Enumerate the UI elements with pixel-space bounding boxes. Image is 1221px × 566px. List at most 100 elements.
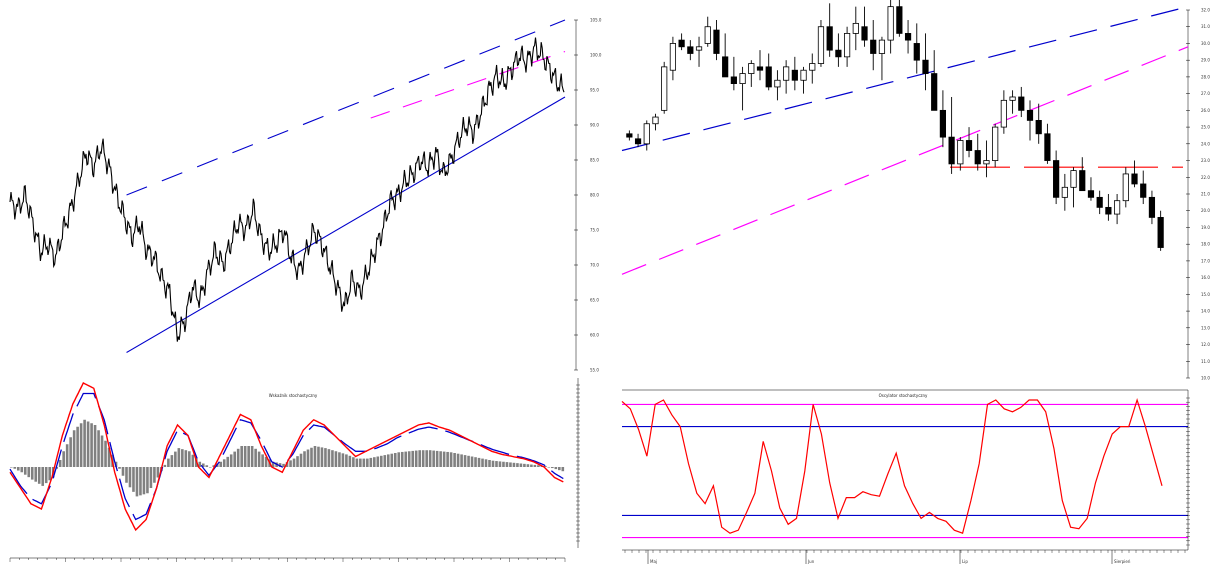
left-histogram-bar [373, 457, 376, 467]
left-histogram-bar [366, 458, 369, 467]
left-histogram-bar [435, 450, 439, 467]
left-indicator-histogram [10, 419, 565, 497]
left-histogram-bar [181, 449, 184, 467]
candle-down-body [1026, 109, 1034, 121]
right-price-tick-label: 11.0 [1201, 359, 1210, 364]
candle-down-body [974, 150, 981, 165]
right-price-tick-label: 16.0 [1201, 275, 1210, 280]
left-histogram-bar [512, 462, 516, 467]
month-label: Lip [962, 559, 968, 564]
right-price-tick-label: 21.0 [1201, 192, 1210, 197]
left-histogram-bar [397, 452, 401, 467]
candle-up-body [704, 26, 711, 44]
right-upper-channel-line [621, 6, 1189, 152]
left-histogram-bar [20, 467, 24, 473]
candle-down-body [861, 26, 868, 41]
left-histogram-bar [282, 463, 285, 467]
left-histogram-bar [502, 461, 505, 467]
candle-down-body [687, 46, 694, 54]
right-lower-channel-line [621, 46, 1189, 275]
left-histogram-bar [149, 467, 153, 488]
right-price-tick-label: 26.0 [1201, 108, 1210, 113]
left-histogram-bar [62, 451, 65, 467]
candle-up-body [739, 73, 746, 85]
right-price-axis: 10.0 11.0 12.0 13.0 14.0 15.0 16.0 17.0 18.0 19.0… [1186, 8, 1210, 381]
candle-down-body [835, 49, 842, 58]
left-histogram-bar [386, 454, 390, 467]
left-histogram-bar [362, 458, 366, 467]
right-indicator-panel: Oscylator stochastyczny Maj Jun Lip Sierpie… [621, 389, 1190, 564]
right-indicator-line [621, 397, 1163, 534]
right-price-tick-label: 25.0 [1201, 125, 1210, 130]
candle-down-body [1131, 173, 1138, 185]
candle-down-body [1087, 190, 1095, 198]
left-histogram-bar [37, 467, 41, 484]
left-histogram-bar [338, 452, 341, 467]
left-histogram-bar [547, 467, 551, 468]
left-indicator-lines [9, 382, 564, 532]
candle-down-body [1157, 217, 1164, 248]
left-histogram-bar [254, 448, 257, 467]
left-histogram-bar [100, 435, 104, 467]
right-price-tick-label: 28.0 [1201, 74, 1210, 79]
candle-up-body [843, 33, 851, 58]
left-histogram-bar [324, 448, 327, 467]
right-trend-lines [621, 6, 1189, 275]
left-histogram-bar [516, 463, 519, 467]
left-histogram-bar [41, 467, 45, 486]
left-histogram-bar [467, 455, 470, 467]
left-oscillator-line [9, 382, 564, 532]
left-histogram-bar [104, 440, 107, 467]
candle-down-body [634, 138, 642, 145]
left-histogram-bar [285, 462, 289, 467]
left-histogram-bar [146, 467, 149, 494]
right-indicator-axis [622, 390, 1190, 553]
candle-down-body [826, 26, 833, 51]
left-histogram-bar [477, 457, 481, 467]
left-histogram-bar [48, 467, 51, 481]
left-price-tick-label: 75.0 [590, 228, 599, 233]
left-histogram-bar [247, 446, 250, 467]
right-price-tick-label: 19.0 [1201, 225, 1210, 230]
left-histogram-bar [69, 437, 72, 467]
left-histogram-bar [460, 454, 463, 467]
candle-down-body [626, 133, 633, 138]
left-histogram-bar [327, 449, 331, 467]
left-histogram-bar [495, 461, 498, 467]
left-histogram-bar [425, 450, 428, 467]
left-histogram-bar [554, 467, 558, 470]
right-price-tick-label: 31.0 [1201, 24, 1210, 29]
candle-down-body [965, 140, 973, 151]
left-histogram-bar [205, 465, 209, 467]
left-histogram-bar [23, 467, 27, 475]
left-histogram-bar [488, 460, 491, 467]
left-histogram-bar [334, 451, 338, 467]
left-histogram-bar [421, 450, 425, 467]
left-histogram-bar [526, 464, 530, 467]
candle-up-body [748, 63, 755, 74]
left-histogram-bar [65, 444, 69, 467]
left-histogram-bar [278, 463, 282, 467]
left-histogram-bar [271, 461, 275, 467]
left-histogram-bar [320, 447, 324, 467]
candle-down-body [791, 69, 798, 81]
left-histogram-bar [289, 460, 292, 467]
left-histogram-bar [30, 467, 34, 480]
right-indicator-title: Oscylator stochastyczny [879, 393, 928, 398]
right-price-tick-label: 29.0 [1201, 58, 1210, 63]
left-histogram-bar [442, 451, 446, 467]
left-histogram-bar [407, 451, 411, 467]
left-histogram-bar [352, 457, 355, 467]
left-histogram-bar [317, 446, 320, 467]
month-label: Jun [807, 559, 815, 564]
left-histogram-bar [226, 456, 230, 467]
left-histogram-bar [537, 465, 540, 467]
left-histogram-bar [79, 423, 83, 467]
left-histogram-bar [530, 464, 533, 467]
candle-down-body [870, 39, 877, 54]
left-histogram-bar [212, 465, 216, 467]
left-histogram-bar [418, 450, 421, 467]
candle-up-body [652, 116, 659, 125]
candle-up-body [817, 26, 825, 64]
